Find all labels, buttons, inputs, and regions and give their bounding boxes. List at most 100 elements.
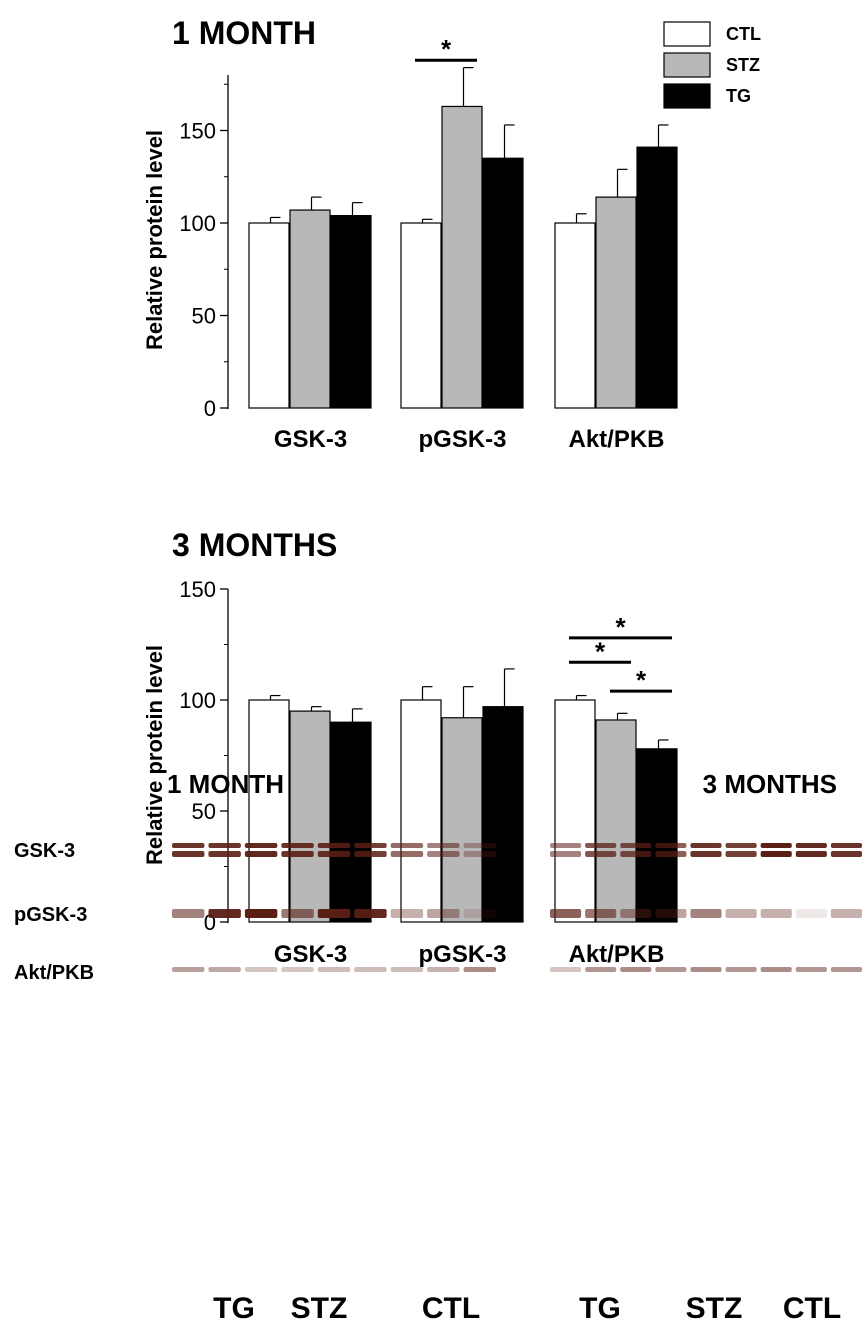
blot-band: [550, 909, 582, 918]
blot-band: [390, 909, 424, 918]
blot-band: [172, 967, 205, 972]
blot-band: [281, 909, 314, 918]
blot-band: [550, 843, 582, 848]
significance-star: *: [595, 636, 606, 666]
blot-band: [354, 909, 387, 918]
blot-band: [463, 967, 496, 972]
blot-band: [354, 967, 387, 972]
y-tick-label: 50: [192, 304, 216, 329]
blot-band: [244, 909, 278, 918]
bar-ctl-aktpkb: [554, 699, 596, 923]
blot-band: [690, 851, 722, 857]
blot-band: [281, 967, 314, 972]
legend: CTL STZ TG: [663, 21, 761, 109]
x-category-label: pGSK-3: [418, 941, 506, 968]
blot-band: [620, 967, 652, 972]
blot-band: [725, 843, 757, 848]
blot-band: [795, 851, 827, 857]
blot-band: [760, 909, 792, 918]
blot-band: [427, 843, 460, 848]
blot-band: [655, 967, 687, 972]
blot-band: [208, 843, 241, 848]
bar-ctl-pgsk3: [400, 222, 442, 409]
bar-stz-gsk3: [289, 209, 331, 409]
bar-tg-pgsk3: [482, 706, 524, 923]
y-tick-label: 0: [204, 396, 216, 421]
blot-group-label: STZ: [686, 1292, 743, 1325]
x-category-label: Akt/PKB: [568, 941, 664, 968]
blot-band: [244, 843, 278, 848]
legend-label-stz: STZ: [726, 55, 760, 75]
blot-band: [585, 851, 617, 857]
blot-row-label: GSK-3: [14, 840, 75, 862]
blot-band: [463, 843, 496, 848]
x-category-label: GSK-3: [274, 426, 347, 453]
bar-ctl-aktpkb: [554, 222, 596, 409]
bar-stz-gsk3: [289, 710, 331, 923]
y-tick-label: 100: [179, 211, 216, 236]
bar-ctl-gsk3: [248, 222, 290, 409]
blot-band: [463, 851, 496, 857]
blot-band: [690, 909, 722, 918]
blot-band: [172, 851, 205, 857]
bar-chart-1: 1 MONTH 0 50 100 150 Relative protein level GS…: [142, 15, 678, 453]
x-category-label: GSK-3: [274, 941, 347, 968]
blot-band: [463, 909, 496, 918]
blot-band: [208, 851, 241, 857]
blot-band: [830, 967, 862, 972]
blot-band: [390, 843, 424, 848]
blot-band: [317, 843, 351, 848]
y-tick-label: 50: [192, 799, 216, 824]
blot-band: [427, 909, 460, 918]
blot-band: [760, 851, 792, 857]
blot-band: [208, 967, 241, 972]
blot-group-label: STZ: [291, 1292, 348, 1325]
legend-swatch-stz: [663, 52, 711, 78]
significance-star: *: [615, 612, 626, 642]
blot-panel-title: 1 MONTH: [167, 769, 284, 799]
blot-row-label: pGSK-3: [14, 904, 87, 926]
blot-band: [620, 843, 652, 848]
significance-star: *: [636, 665, 647, 695]
blot-band: [795, 909, 827, 918]
blot-panel-2: 3 MONTHS TG STZ CTL: [550, 769, 862, 1325]
blot-band: [550, 967, 582, 972]
bar-tg-pgsk3: [482, 157, 524, 409]
blot-group-label: CTL: [422, 1292, 480, 1325]
blot-band: [830, 909, 862, 918]
blot-band: [354, 843, 387, 848]
chart-title: 1 MONTH: [172, 15, 316, 51]
blot-band: [620, 909, 652, 918]
blot-band: [655, 843, 687, 848]
legend-swatch-tg: [663, 83, 711, 109]
blot-band: [390, 851, 424, 857]
significance-star: *: [441, 34, 452, 64]
bar-tg-gsk3: [330, 721, 372, 923]
blot-band: [760, 967, 792, 972]
bar-ctl-gsk3: [248, 699, 290, 923]
blot-band: [317, 909, 351, 918]
x-category-label: Akt/PKB: [568, 426, 664, 453]
y-axis-label: Relative protein level: [142, 645, 167, 865]
y-axis-label: Relative protein level: [142, 130, 167, 350]
legend-label-tg: TG: [726, 86, 751, 106]
blot-band: [585, 909, 617, 918]
blot-band: [760, 843, 792, 848]
blot-band: [690, 967, 722, 972]
blot-band: [585, 967, 617, 972]
bar-tg-aktpkb: [636, 146, 678, 409]
bar-stz-aktpkb: [595, 196, 637, 409]
blot-band: [725, 851, 757, 857]
blot-band: [585, 843, 617, 848]
blot-band: [795, 967, 827, 972]
y-tick-label: 150: [179, 119, 216, 144]
blot-group-label: TG: [213, 1292, 255, 1325]
blot-band: [550, 851, 582, 857]
blot-band: [620, 851, 652, 857]
blot-band: [317, 851, 351, 857]
blot-band: [317, 967, 351, 972]
blot-band: [725, 909, 757, 918]
y-tick-label: 100: [179, 688, 216, 713]
